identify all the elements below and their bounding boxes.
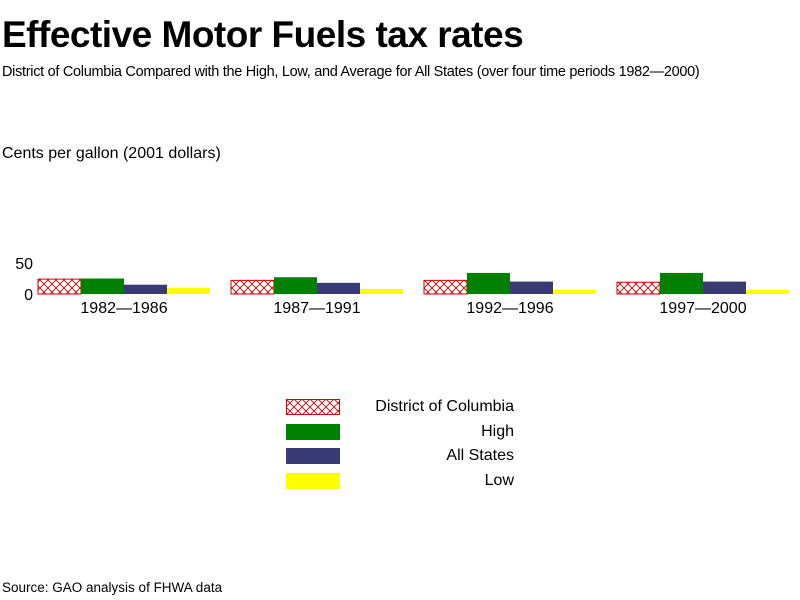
- x-tick-label: 1992—1996: [466, 300, 553, 317]
- bar-low: [746, 289, 789, 294]
- y-axis-label: Cents per gallon (2001 dollars): [2, 145, 221, 162]
- y-tick-label: 0: [24, 287, 33, 304]
- bar-dc: [230, 279, 275, 295]
- bar-high: [660, 272, 703, 294]
- x-tick-label: 1982—1986: [80, 300, 167, 317]
- bar-low: [167, 287, 210, 294]
- bar-low: [360, 289, 403, 294]
- x-tick-label: 1997—2000: [659, 300, 746, 317]
- legend-label-low: Low: [484, 471, 514, 489]
- source-note: Source: GAO analysis of FHWA data: [2, 580, 223, 595]
- bars-group: [37, 272, 789, 295]
- y-tick-label: 50: [15, 256, 33, 273]
- legend-swatch-high: [286, 423, 340, 440]
- legend-label-all-states: All States: [446, 447, 514, 464]
- bar-high: [81, 278, 124, 294]
- bar-dc: [423, 279, 468, 295]
- legend-item-high: High: [286, 423, 514, 448]
- legend-label-dc: District of Columbia: [375, 398, 514, 415]
- legend: District of Columbia High All States Low: [286, 398, 514, 496]
- legend-item-all-states: All States: [286, 447, 514, 472]
- bar-low: [553, 289, 596, 294]
- bar-all-states: [124, 284, 167, 294]
- bar-all-states: [510, 281, 553, 294]
- legend-swatch-low: [286, 472, 340, 489]
- legend-item-low: Low: [286, 472, 514, 497]
- bar-all-states: [317, 282, 360, 294]
- chart-subtitle: District of Columbia Compared with the H…: [2, 64, 700, 80]
- bar-all-states: [703, 281, 746, 294]
- legend-swatch-all-states: [286, 448, 340, 464]
- legend-swatch-dc: [286, 399, 340, 415]
- bar-high: [274, 277, 317, 294]
- y-axis: 0 50: [15, 256, 33, 304]
- x-axis: 1982—1986 1987—1991 1992—1996 1997—2000: [80, 300, 746, 317]
- x-tick-label: 1987—1991: [273, 300, 360, 317]
- legend-label-high: High: [481, 422, 514, 440]
- bar-high: [467, 272, 510, 294]
- chart-title: Effective Motor Fuels tax rates: [2, 14, 524, 55]
- bar-dc: [616, 281, 661, 295]
- legend-item-dc: District of Columbia: [286, 398, 514, 423]
- bar-dc: [37, 278, 82, 295]
